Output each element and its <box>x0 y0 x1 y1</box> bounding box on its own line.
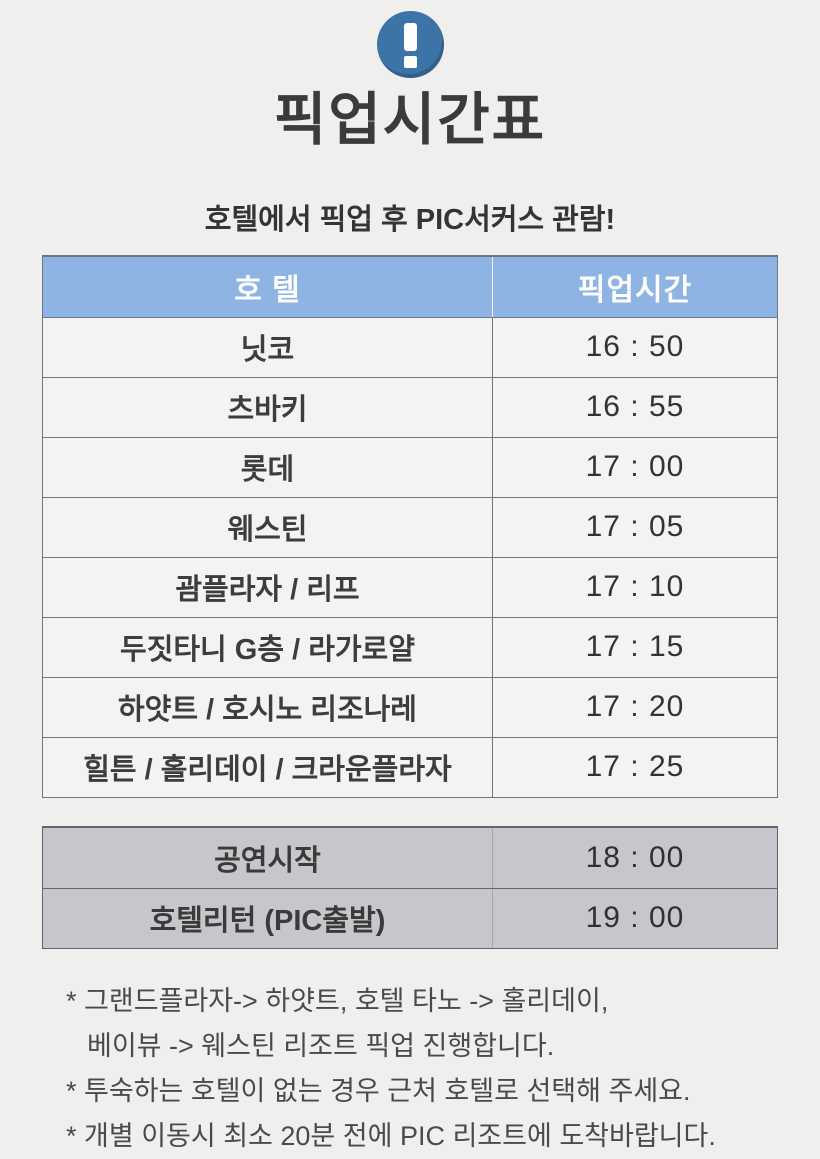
schedule-table: 공연시작 18 : 00 호텔리턴 (PIC출발) 19 : 00 <box>42 825 778 949</box>
pickup-time: 17 : 15 <box>585 630 685 664</box>
exclamation-icon <box>376 11 444 78</box>
table-row: 괌플라자 / 리프 17 : 10 <box>43 556 777 617</box>
table-row: 공연시작 18 : 00 <box>43 827 777 888</box>
pickup-time: 17 : 00 <box>585 450 685 484</box>
hotel-name: 츠바키 <box>43 377 493 437</box>
table-row: 닛코 16 : 50 <box>43 316 777 377</box>
table-row: 두짓타니 G층 / 라가로얄 17 : 15 <box>43 616 777 677</box>
hotel-name: 하얏트 / 호시노 리조나레 <box>43 677 493 737</box>
pickup-table: 호 텔 픽업시간 닛코 16 : 50 츠바키 16 : 55 롯데 17 : … <box>42 254 778 798</box>
exclamation-bar <box>403 23 417 51</box>
note-line: 베이뷰 -> 웨스틴 리조트 픽업 진행합니다. <box>87 1030 555 1061</box>
hotel-name: 힐튼 / 홀리데이 / 크라운플라자 <box>43 737 493 797</box>
schedule-label: 호텔리턴 (PIC출발) <box>43 888 493 948</box>
pickup-time: 17 : 10 <box>585 570 685 604</box>
column-header-hotel: 호 텔 <box>43 256 493 317</box>
footer-notes: * 그랜드플라자-> 하얏트, 호텔 타노 -> 홀리데이, 베이뷰 -> 웨스… <box>42 979 778 1159</box>
table-row: 롯데 17 : 00 <box>43 436 777 497</box>
table-row: 웨스틴 17 : 05 <box>43 496 777 557</box>
pickup-time: 16 : 55 <box>585 390 685 424</box>
table-row: 호텔리턴 (PIC출발) 19 : 00 <box>43 887 777 948</box>
alert-icon-container <box>0 0 820 78</box>
pickup-time: 17 : 20 <box>585 690 685 724</box>
page-title: 픽업시간표 <box>273 88 547 152</box>
table-row: 힐튼 / 홀리데이 / 크라운플라자 17 : 25 <box>43 736 777 797</box>
hotel-name: 웨스틴 <box>43 497 493 557</box>
schedule-time: 19 : 00 <box>585 901 685 935</box>
hotel-name: 롯데 <box>43 437 493 497</box>
hotel-name: 두짓타니 G층 / 라가로얄 <box>43 617 493 677</box>
table-row: 하얏트 / 호시노 리조나레 17 : 20 <box>43 676 777 737</box>
schedule-time: 18 : 00 <box>585 840 685 874</box>
hotel-name: 닛코 <box>43 317 493 377</box>
note-line: * 개별 이동시 최소 20분 전에 PIC 리조트에 도착바랍니다. <box>66 1120 716 1151</box>
exclamation-dot <box>403 56 417 68</box>
column-header-pickup-time: 픽업시간 <box>577 273 693 307</box>
note-line: * 투숙하는 호텔이 없는 경우 근처 호텔로 선택해 주세요. <box>66 1075 691 1106</box>
pickup-time: 17 : 25 <box>585 750 685 784</box>
page-subtitle: 호텔에서 픽업 후 PIC서커스 관람! <box>204 203 616 236</box>
pickup-time: 16 : 50 <box>585 330 685 364</box>
table-row: 츠바키 16 : 55 <box>43 376 777 437</box>
pickup-table-header-row: 호 텔 픽업시간 <box>43 256 777 317</box>
schedule-label: 공연시작 <box>43 827 493 888</box>
note-line: * 그랜드플라자-> 하얏트, 호텔 타노 -> 홀리데이, <box>66 985 609 1016</box>
hotel-name: 괌플라자 / 리프 <box>43 557 493 617</box>
pickup-time: 17 : 05 <box>585 510 685 544</box>
